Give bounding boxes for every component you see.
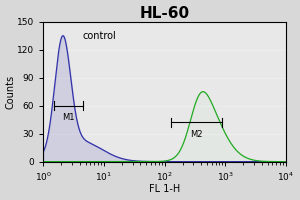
X-axis label: FL 1-H: FL 1-H [149, 184, 180, 194]
Y-axis label: Counts: Counts [6, 75, 16, 109]
Text: control: control [82, 31, 116, 41]
Title: HL-60: HL-60 [140, 6, 190, 21]
Text: M1: M1 [62, 113, 75, 122]
Text: M2: M2 [190, 130, 202, 139]
